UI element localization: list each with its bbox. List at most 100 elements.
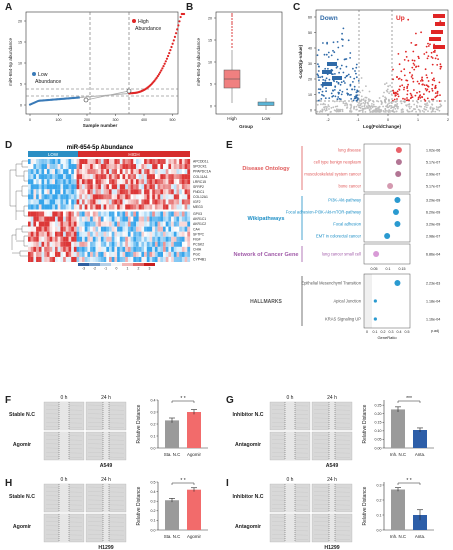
panel-a-xlabel: Sample number	[83, 123, 118, 128]
volcano-point	[386, 106, 389, 109]
heatmap-cell	[79, 194, 83, 200]
panel-c-ytick: 20	[308, 77, 312, 81]
heatmap-cell	[163, 174, 166, 180]
heatmap-cell	[133, 194, 137, 200]
heatmap-cell	[71, 221, 74, 227]
heatmap-cell	[184, 194, 188, 200]
volcano-point	[356, 108, 358, 111]
volcano-point	[425, 89, 428, 92]
heatmap-cell	[41, 216, 45, 222]
gene-label: GPX3	[193, 212, 202, 216]
heatmap-cell	[127, 174, 131, 180]
heatmap-cell	[136, 174, 139, 180]
heatmap-cell	[187, 251, 191, 257]
panel-c-xtick: -1	[356, 118, 359, 122]
heatmap-cell	[41, 251, 45, 257]
heatmap-cell	[82, 179, 85, 185]
panel-a-xtick: 500	[170, 118, 176, 122]
heatmap-cell	[111, 241, 115, 247]
volcano-point	[323, 95, 325, 97]
heatmap-cell	[95, 194, 99, 200]
heatmap-cell	[90, 184, 93, 190]
volcano-point	[341, 108, 344, 111]
heatmap-cell	[184, 174, 188, 180]
heatmap-cell	[141, 159, 145, 165]
heatmap-cell	[127, 246, 131, 252]
heatmap-cell	[92, 159, 96, 165]
heatmap-cell	[82, 199, 85, 205]
volcano-point	[349, 52, 352, 54]
heatmap-cell	[76, 199, 80, 205]
heatmap-cell	[160, 164, 164, 170]
volcano-point	[321, 90, 324, 93]
heatmap-cell	[68, 169, 72, 175]
heatmap-cell	[84, 216, 88, 222]
heatmap-cell	[187, 189, 191, 195]
time-0h-label: 0 h	[61, 395, 68, 401]
volcano-point	[406, 97, 408, 99]
heatmap-cell	[109, 241, 112, 247]
heatmap-cell	[109, 221, 112, 227]
heatmap-cell	[103, 159, 107, 165]
bar-category-label: Anta.	[415, 534, 425, 539]
volcano-point	[426, 104, 429, 107]
high-cutoff-marker	[126, 88, 132, 94]
volcano-point	[383, 91, 385, 94]
volcano-point	[411, 74, 414, 76]
heatmap-cell	[173, 194, 177, 200]
heatmap-cell	[176, 179, 180, 185]
heatmap-cell	[152, 226, 155, 232]
legend-swatch	[144, 263, 155, 266]
volcano-point	[406, 85, 409, 88]
heatmap-cell	[138, 231, 142, 237]
heatmap-cell	[28, 241, 31, 247]
heatmap-cell	[187, 216, 191, 222]
bar-ytick: 0.0	[151, 528, 156, 532]
volcano-point	[413, 68, 416, 71]
heatmap-cell	[57, 184, 61, 190]
heatmap-cell	[44, 164, 47, 170]
heatmap-cell	[30, 204, 34, 210]
heatmap-cell	[117, 236, 120, 242]
heatmap-cell	[157, 164, 161, 170]
volcano-point	[411, 110, 413, 113]
heatmap-cell	[163, 189, 166, 195]
heatmap-cell	[82, 194, 85, 200]
heatmap-cell	[171, 179, 174, 185]
heatmap-cell	[144, 194, 147, 200]
heatmap-cell	[149, 199, 153, 205]
legend-swatch	[89, 263, 100, 266]
heatmap-cell	[98, 189, 101, 195]
heatmap-cell	[84, 184, 88, 190]
heatmap-cell	[103, 211, 107, 217]
heatmap-cell	[184, 169, 188, 175]
control-row-label: Inhibitor N.C	[232, 412, 263, 418]
heatmap-cell	[82, 241, 85, 247]
panel-c-xtick: 1	[417, 118, 419, 122]
heatmap-cell	[36, 189, 39, 195]
heatmap-cell	[95, 189, 99, 195]
heatmap-cell	[165, 184, 169, 190]
heatmap-cell	[163, 256, 166, 262]
heatmap-cell	[122, 184, 126, 190]
volcano-point	[324, 103, 326, 106]
heatmap-cell	[125, 189, 128, 195]
enrichment-group-name: Network of Cancer Gene	[234, 252, 299, 258]
panel-b-ytick: 0	[210, 104, 212, 108]
heatmap-cell	[60, 204, 64, 210]
volcano-point	[419, 97, 422, 99]
heatmap-cell	[36, 184, 39, 190]
heatmap-cell	[49, 189, 53, 195]
heatmap-cell	[95, 211, 99, 217]
time-24h-label: 24 h	[327, 477, 337, 483]
heatmap-cell	[184, 159, 188, 165]
panel-c-xtick: 0	[387, 118, 389, 122]
heatmap-cell	[98, 164, 101, 170]
treated-row-label: Agomir	[13, 524, 31, 530]
heatmap-cell	[95, 226, 99, 232]
heatmap-cell	[100, 179, 104, 185]
heatmap-cell	[41, 199, 45, 205]
heatmap-cell	[122, 179, 126, 185]
sample-point	[81, 96, 84, 98]
enrichment-group-name: HALLMARKS	[250, 299, 282, 305]
